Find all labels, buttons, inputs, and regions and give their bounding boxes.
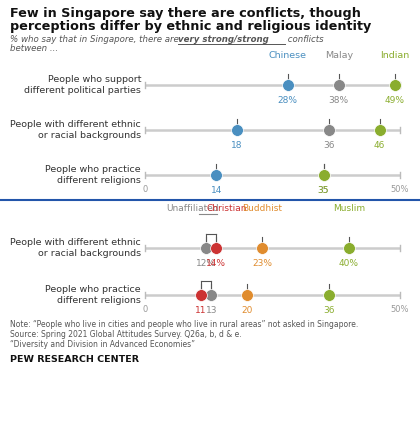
Point xyxy=(284,82,291,88)
Text: Source: Spring 2021 Global Attitudes Survey. Q26a, b, d & e.: Source: Spring 2021 Global Attitudes Sur… xyxy=(10,330,241,339)
Text: 50%: 50% xyxy=(391,185,409,194)
Text: “Diversity and Division in Advanced Economies”: “Diversity and Division in Advanced Econ… xyxy=(10,340,195,349)
Text: Christian: Christian xyxy=(206,204,247,213)
Text: 14: 14 xyxy=(211,186,222,195)
Point xyxy=(376,127,383,133)
Text: between ...: between ... xyxy=(10,44,58,53)
Point xyxy=(259,245,266,252)
Text: 11: 11 xyxy=(195,306,207,315)
Point xyxy=(336,82,342,88)
Text: 36: 36 xyxy=(323,141,334,150)
Text: conflicts: conflicts xyxy=(285,35,324,44)
Text: 14%: 14% xyxy=(206,259,226,268)
Point xyxy=(320,172,327,178)
Text: Muslim: Muslim xyxy=(333,204,365,213)
Point xyxy=(213,172,220,178)
Text: 46: 46 xyxy=(374,141,385,150)
Text: Few in Singapore say there are conflicts, though: Few in Singapore say there are conflicts… xyxy=(10,7,361,20)
Point xyxy=(208,292,215,298)
Text: 35: 35 xyxy=(318,186,329,195)
Text: Chinese: Chinese xyxy=(269,51,307,60)
Text: 12%: 12% xyxy=(196,259,216,268)
Text: People who practice
different religions: People who practice different religions xyxy=(45,285,141,305)
Point xyxy=(213,245,220,252)
Point xyxy=(244,292,250,298)
Text: 0: 0 xyxy=(142,185,147,194)
Text: 0: 0 xyxy=(142,305,147,314)
Point xyxy=(203,245,210,252)
Point xyxy=(346,245,352,252)
Text: People with different ethnic
or racial backgrounds: People with different ethnic or racial b… xyxy=(10,238,141,258)
Point xyxy=(234,127,240,133)
Text: 28%: 28% xyxy=(278,96,298,105)
Text: PEW RESEARCH CENTER: PEW RESEARCH CENTER xyxy=(10,355,139,364)
Text: Buddhist: Buddhist xyxy=(242,204,282,213)
Text: 13: 13 xyxy=(205,306,217,315)
Text: Indian: Indian xyxy=(380,51,410,60)
Point xyxy=(325,292,332,298)
Text: % who say that in Singapore, there are: % who say that in Singapore, there are xyxy=(10,35,181,44)
Text: 36: 36 xyxy=(323,306,334,315)
Text: 49%: 49% xyxy=(385,96,405,105)
Text: People who support
different political parties: People who support different political p… xyxy=(24,75,141,95)
Text: 50%: 50% xyxy=(391,305,409,314)
Text: Note: “People who live in cities and people who live in rural areas” not asked i: Note: “People who live in cities and peo… xyxy=(10,320,358,329)
Point xyxy=(325,127,332,133)
Point xyxy=(198,292,205,298)
Point xyxy=(320,172,327,178)
Text: 38%: 38% xyxy=(329,96,349,105)
Text: 18: 18 xyxy=(231,141,243,150)
Text: People who practice
different religions: People who practice different religions xyxy=(45,165,141,185)
Text: very strong/strong: very strong/strong xyxy=(178,35,269,44)
Text: 23%: 23% xyxy=(252,259,272,268)
Text: People with different ethnic
or racial backgrounds: People with different ethnic or racial b… xyxy=(10,120,141,140)
Text: Malay: Malay xyxy=(325,51,353,60)
Text: perceptions differ by ethnic and religious identity: perceptions differ by ethnic and religio… xyxy=(10,20,371,33)
Text: 20: 20 xyxy=(241,306,253,315)
Point xyxy=(391,82,398,88)
Text: 35: 35 xyxy=(318,186,329,195)
Text: 40%: 40% xyxy=(339,259,359,268)
Text: Unaffiliated: Unaffiliated xyxy=(166,204,218,213)
